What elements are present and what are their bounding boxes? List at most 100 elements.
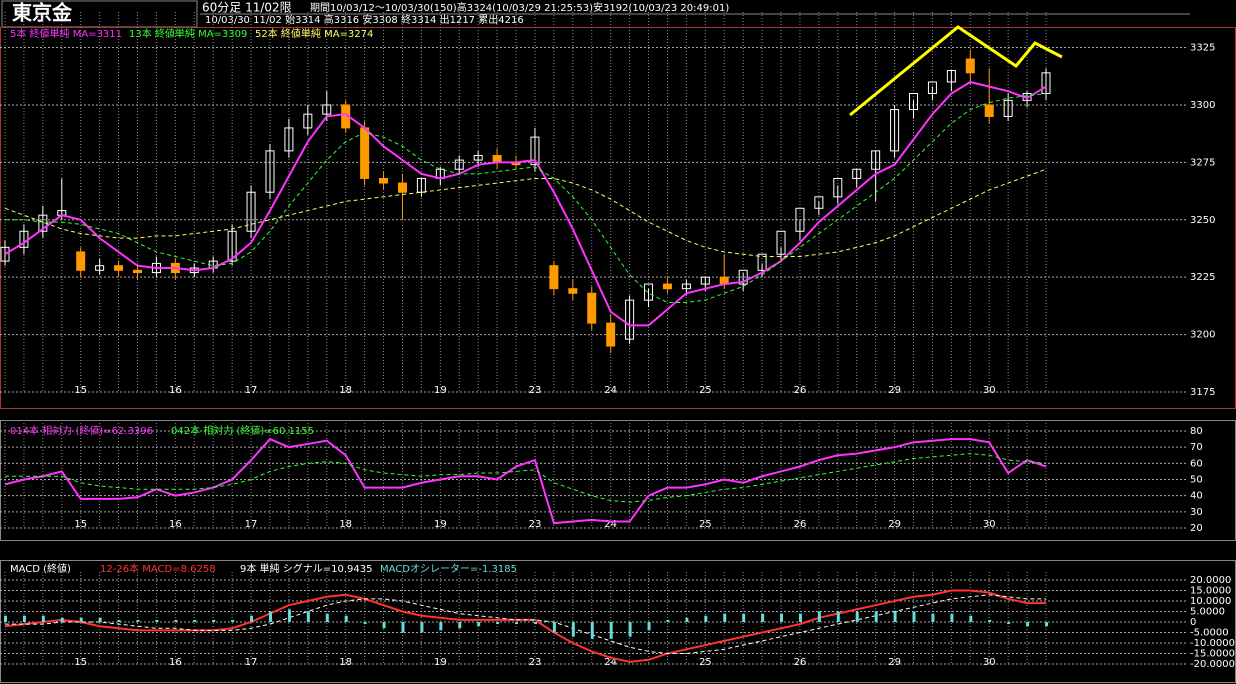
series-line: [5, 453, 1047, 503]
candle-body: [833, 177, 843, 198]
candle-body: [360, 127, 370, 179]
series-line: [4, 437, 1047, 525]
histogram-bar: [647, 622, 651, 631]
histogram-bar: [571, 622, 575, 637]
histogram-bar: [780, 613, 784, 622]
candle-body: [473, 154, 483, 161]
candle-body: [776, 230, 786, 255]
histogram-bar: [1007, 622, 1011, 625]
histogram-bar: [969, 615, 973, 622]
y-tick-label: 0: [1190, 617, 1196, 628]
candle-body: [568, 288, 578, 294]
histogram-bar: [22, 615, 26, 622]
histogram-bar: [496, 622, 500, 625]
x-tick-label: 18: [339, 657, 352, 668]
x-tick-label: 19: [434, 385, 447, 396]
x-tick-label: 29: [888, 657, 901, 668]
x-tick-label: 24: [604, 519, 617, 530]
x-tick-label: 16: [169, 385, 182, 396]
histogram-bar: [60, 617, 64, 622]
histogram-bar: [1045, 622, 1048, 627]
x-tick-label: 15: [74, 385, 87, 396]
candle-body: [662, 283, 672, 290]
x-tick-label: 15: [74, 519, 87, 530]
histogram-bar: [817, 611, 821, 622]
legend-entry: 52本 終値単純 MA=3274: [255, 27, 373, 40]
histogram-bar: [931, 613, 935, 622]
candle-body: [927, 81, 937, 94]
histogram-bar: [420, 622, 424, 633]
series-line: [4, 168, 1047, 258]
y-tick-label: 3250: [1190, 215, 1215, 226]
title-box: [1, 0, 198, 28]
y-tick-label: 70: [1190, 442, 1203, 453]
info: 10/03/30 11/02 始3314 高3316 安3308 終3314 出…: [205, 13, 524, 26]
histogram-bar: [174, 619, 178, 622]
histogram-bar: [458, 622, 462, 629]
y-tick-label: 20.0000: [1190, 575, 1231, 586]
subtitle: 60分足 11/02限: [202, 1, 292, 15]
histogram-bar: [912, 611, 916, 622]
candle-body: [757, 253, 767, 271]
candle-body: [303, 113, 313, 129]
x-tick-label: 18: [339, 385, 352, 396]
candle-body: [795, 207, 805, 232]
histogram-bar: [136, 619, 140, 622]
histogram-bar: [155, 619, 159, 622]
x-tick-label: 24: [604, 385, 617, 396]
y-tick-label: -5.0000: [1190, 628, 1229, 639]
histogram-bar: [344, 615, 348, 622]
histogram-bar: [704, 615, 708, 622]
candle-body: [890, 109, 900, 152]
y-tick-label: 30: [1190, 507, 1203, 518]
candle-body: [454, 159, 464, 170]
histogram-bar: [401, 622, 405, 633]
series-line: [5, 594, 1046, 654]
candle-body: [397, 182, 407, 193]
x-tick-label: 19: [434, 519, 447, 530]
legend-entry: 9本 単純 シグナル=10.9435: [240, 562, 372, 575]
x-tick-label: 30: [983, 657, 996, 668]
x-tick-label: 25: [699, 385, 712, 396]
y-tick-label: 80: [1190, 426, 1203, 437]
y-tick-label: 10.0000: [1190, 596, 1231, 607]
histogram-bar: [268, 611, 272, 622]
histogram-bar: [628, 622, 632, 637]
series-line: [4, 80, 1047, 327]
candle-body: [814, 196, 824, 209]
histogram-bar: [742, 613, 746, 622]
histogram-bar: [98, 617, 102, 622]
histogram-bar: [533, 622, 537, 625]
candle-body: [909, 92, 919, 111]
candle-body: [530, 136, 540, 166]
legend-entry: 5本 終値単純 MA=3311: [10, 27, 122, 40]
y-tick-label: 3325: [1190, 43, 1215, 54]
y-tick-label: 40: [1190, 491, 1203, 502]
histogram-bar: [950, 613, 954, 622]
histogram-bar: [761, 613, 765, 622]
candle-body: [0, 246, 10, 262]
histogram-bar: [836, 611, 840, 622]
candle-body: [644, 283, 654, 301]
candle-body: [416, 177, 426, 193]
y-tick-label: 3300: [1190, 100, 1215, 111]
x-tick-label: 15: [74, 657, 87, 668]
x-tick-label: 30: [983, 385, 996, 396]
x-tick-label: 25: [699, 657, 712, 668]
candle-body: [265, 150, 275, 193]
x-tick-label: 26: [794, 385, 807, 396]
candle-body: [625, 299, 635, 340]
histogram-bar: [325, 613, 329, 622]
legend-entry: 042本 相対力 (終値)=60.1155: [171, 424, 314, 437]
candle-body: [379, 177, 389, 184]
histogram-bar: [79, 617, 83, 622]
candle-body: [965, 58, 975, 74]
x-tick-label: 30: [983, 519, 996, 530]
candle-body: [1041, 72, 1051, 94]
candle-body: [76, 251, 86, 271]
y-tick-label: 15.0000: [1190, 586, 1231, 597]
histogram-bar: [382, 622, 386, 629]
histogram-bar: [117, 619, 121, 622]
histogram-bar: [439, 622, 443, 631]
